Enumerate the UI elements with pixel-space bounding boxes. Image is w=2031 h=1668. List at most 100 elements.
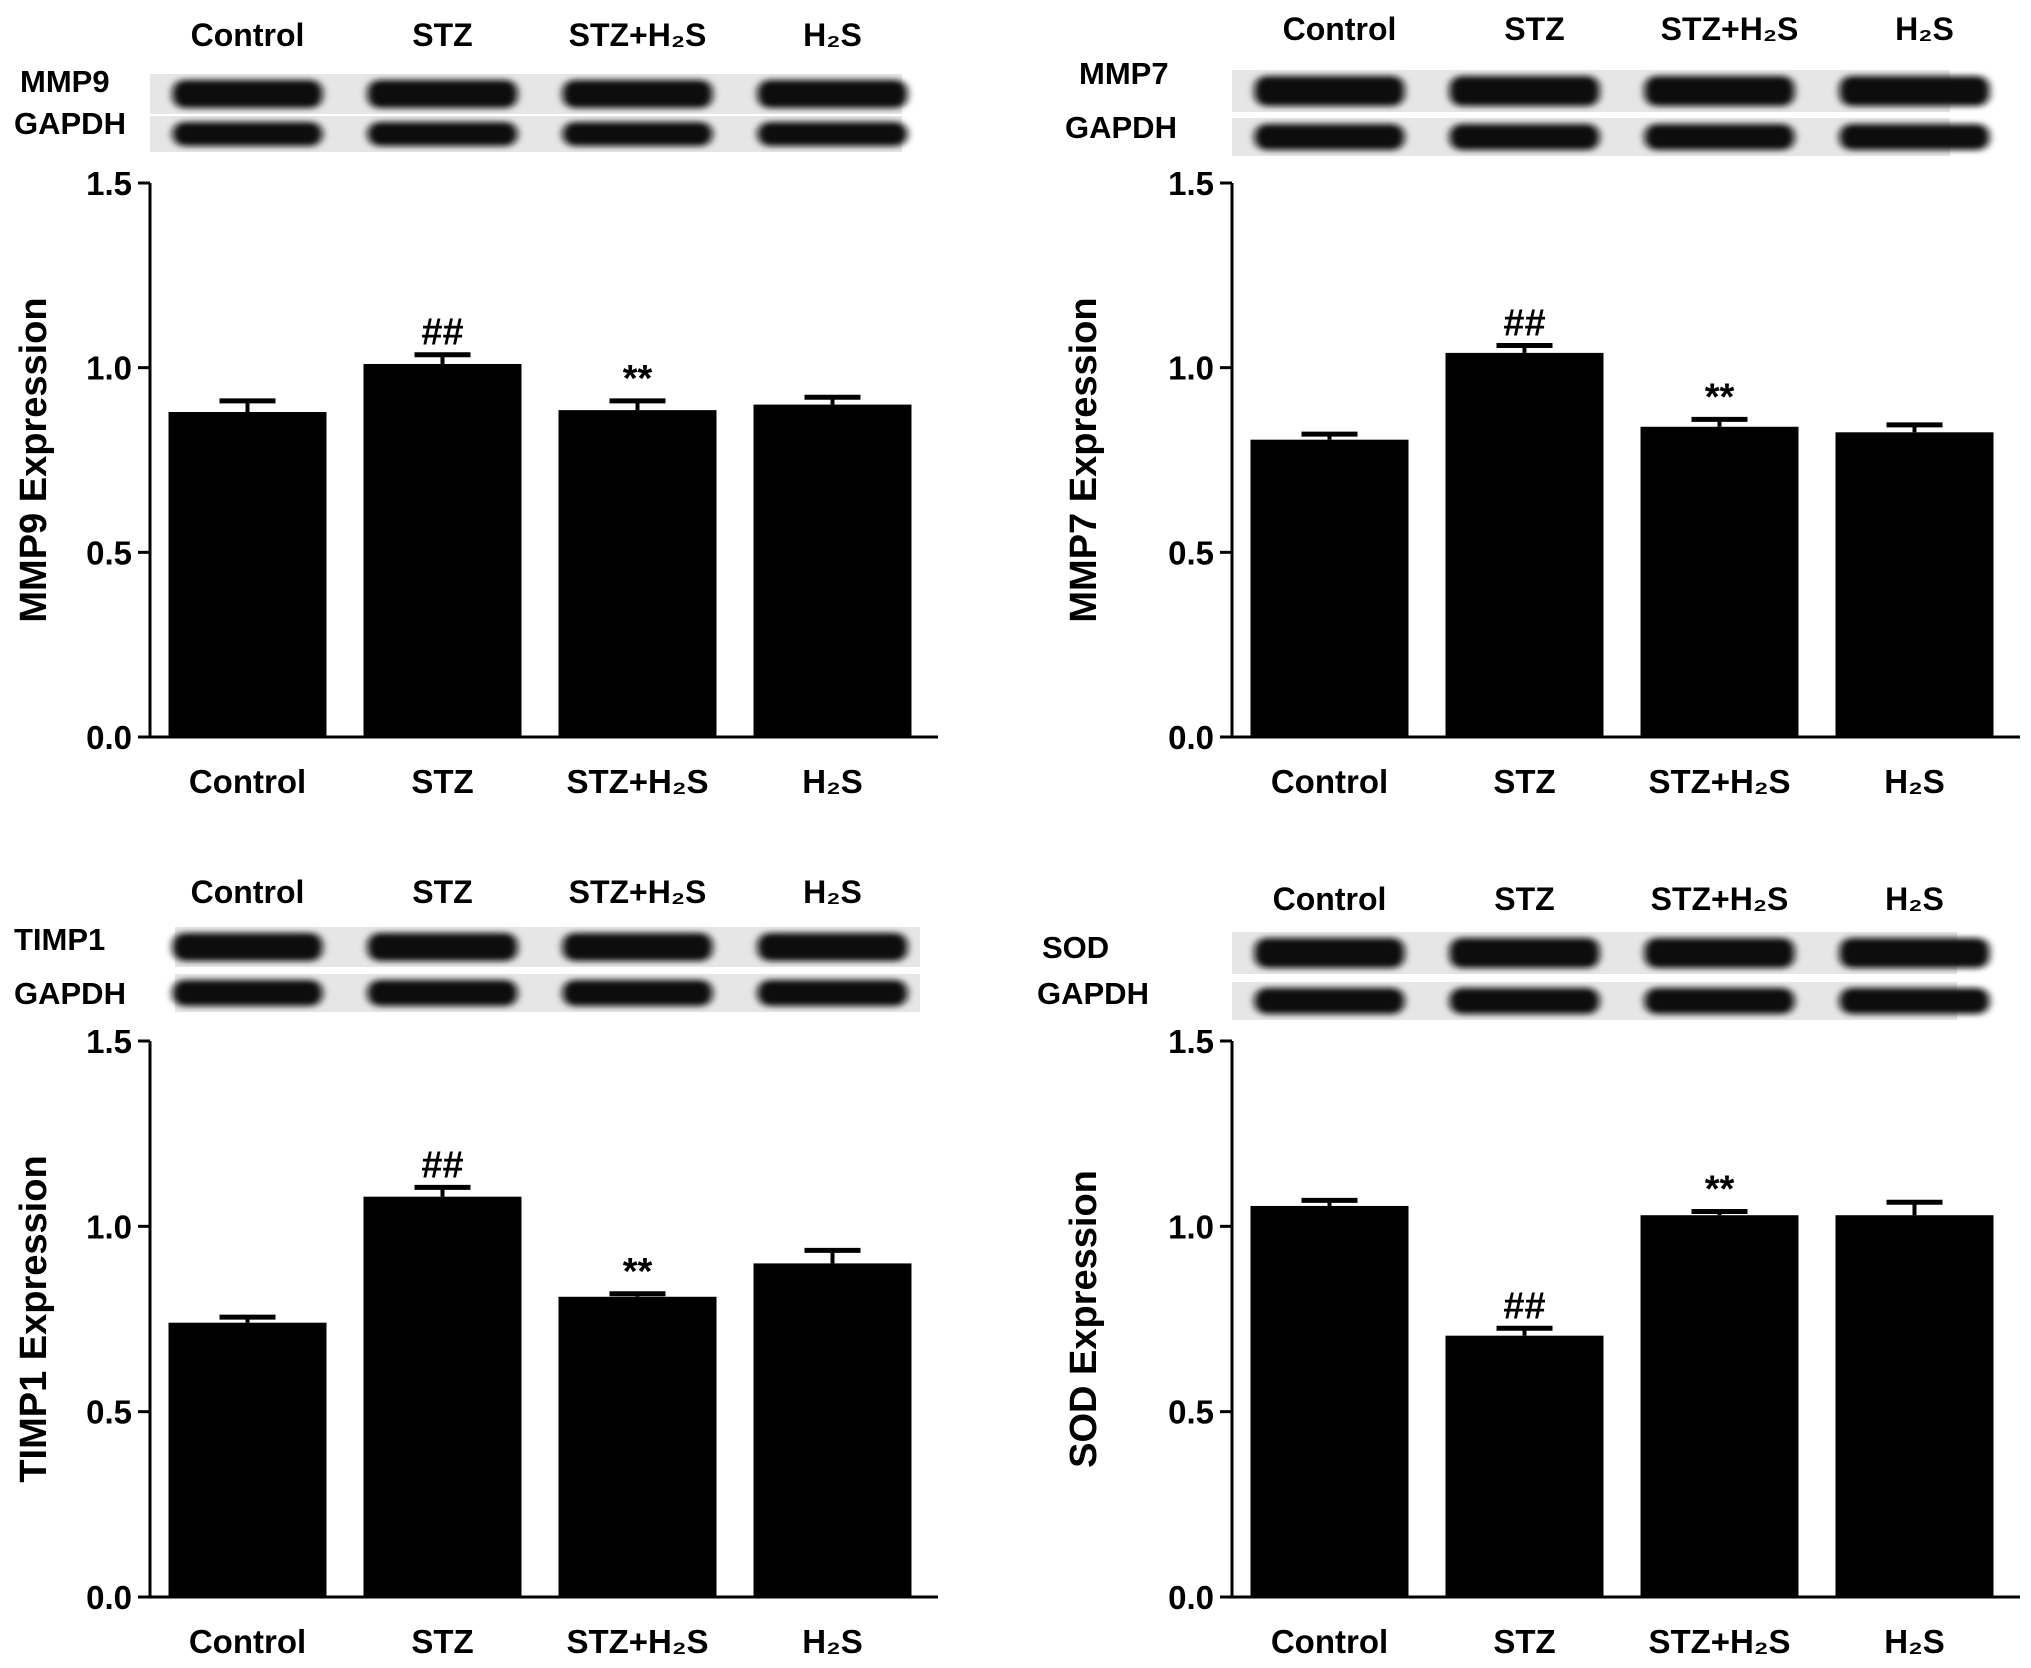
blot-lane-label: H₂S bbox=[803, 874, 862, 910]
x-tick-label: STZ bbox=[1493, 1623, 1555, 1660]
blot-band bbox=[172, 80, 323, 108]
y-tick-label: 0.5 bbox=[86, 534, 132, 571]
y-tick-label: 1.0 bbox=[1168, 1208, 1214, 1245]
blot-band bbox=[757, 80, 908, 108]
bar bbox=[1250, 1205, 1409, 1597]
chart-panel-3: TIMP1 GAPDH Control STZ STZ+H₂S H₂S 0.0 0.5 1.0 1… bbox=[13, 874, 938, 1660]
bar bbox=[1250, 439, 1409, 737]
bar bbox=[168, 1322, 327, 1597]
x-tick-label: Control bbox=[1271, 1623, 1388, 1660]
blot-band bbox=[1839, 124, 1990, 150]
blot-band bbox=[172, 933, 323, 961]
blot-band bbox=[1839, 988, 1990, 1014]
blot-band bbox=[757, 122, 908, 146]
y-tick-label: 1.5 bbox=[86, 165, 132, 202]
blot-row-label: GAPDH bbox=[14, 106, 126, 141]
bar bbox=[1445, 352, 1604, 737]
y-tick-label: 1.5 bbox=[86, 1023, 132, 1060]
blot-lane-label: H₂S bbox=[1895, 11, 1954, 47]
significance-marker: ## bbox=[421, 1144, 463, 1186]
blot-lane-label: STZ+H₂S bbox=[569, 874, 707, 910]
bar bbox=[363, 1196, 522, 1597]
blot-row-label: MMP7 bbox=[1079, 56, 1169, 91]
blot-band bbox=[1644, 76, 1795, 106]
bar bbox=[1640, 1215, 1799, 1597]
y-axis-title: TIMP1 Expression bbox=[13, 1155, 55, 1482]
blot-band bbox=[757, 933, 908, 961]
x-tick-label: STZ bbox=[411, 1623, 473, 1660]
blot-lane-label: H₂S bbox=[1885, 881, 1944, 917]
blot-band bbox=[562, 80, 713, 108]
bar bbox=[558, 410, 717, 737]
x-tick-label: H₂S bbox=[802, 763, 863, 800]
blot-band bbox=[1254, 938, 1405, 968]
y-tick-label: 0.5 bbox=[86, 1394, 132, 1431]
significance-marker: ** bbox=[1705, 1169, 1735, 1211]
blot-band bbox=[562, 122, 713, 146]
bar bbox=[363, 363, 522, 737]
blot-lane-label: STZ bbox=[412, 17, 472, 53]
blot-band bbox=[367, 80, 518, 108]
blot-lane-label: STZ bbox=[412, 874, 472, 910]
y-tick-label: 0.0 bbox=[86, 1579, 132, 1616]
blot-band bbox=[367, 980, 518, 1006]
blot-band bbox=[1449, 124, 1600, 150]
blot-band bbox=[172, 980, 323, 1006]
x-tick-label: STZ+H₂S bbox=[1648, 1623, 1790, 1660]
blot-lane-label: Control bbox=[191, 17, 305, 53]
blot-band bbox=[367, 933, 518, 961]
blot-band bbox=[172, 122, 323, 146]
x-tick-label: H₂S bbox=[802, 1623, 863, 1660]
blot-lane-label: Control bbox=[191, 874, 305, 910]
blot-band bbox=[1644, 938, 1795, 968]
blot-band bbox=[1644, 988, 1795, 1014]
chart-panel-1: MMP9 GAPDH Control STZ STZ+H₂S H₂S 0.0 0.5 1.0 1.… bbox=[13, 17, 938, 800]
significance-marker: ## bbox=[421, 312, 463, 354]
blot-band bbox=[1254, 124, 1405, 150]
blot-row-label: GAPDH bbox=[1037, 976, 1149, 1011]
significance-marker: ## bbox=[1503, 1285, 1545, 1327]
blot-band bbox=[1449, 938, 1600, 968]
blot-lane-label: STZ bbox=[1504, 11, 1564, 47]
y-tick-label: 0.5 bbox=[1168, 534, 1214, 571]
blot-row-label: TIMP1 bbox=[14, 922, 105, 957]
blot-band bbox=[1839, 938, 1990, 968]
y-tick-label: 0.5 bbox=[1168, 1394, 1214, 1431]
y-axis-title: MMP7 Expression bbox=[1063, 297, 1105, 622]
x-tick-label: Control bbox=[189, 763, 306, 800]
chart-panel-4: SOD GAPDH Control STZ STZ+H₂S H₂S 0.0 0.5 1.0 1.5… bbox=[1037, 881, 2020, 1660]
y-axis-title: SOD Expression bbox=[1063, 1170, 1105, 1468]
bar bbox=[753, 1263, 912, 1597]
western-blot: TIMP1 GAPDH Control STZ STZ+H₂S H₂S bbox=[14, 874, 920, 1012]
significance-marker: ** bbox=[623, 358, 653, 400]
blot-lane-label: STZ+H₂S bbox=[1651, 881, 1789, 917]
y-axis-title: MMP9 Expression bbox=[13, 297, 55, 622]
blot-row-label: MMP9 bbox=[20, 64, 110, 99]
blot-lane-label: STZ+H₂S bbox=[1661, 11, 1799, 47]
blot-band bbox=[1254, 988, 1405, 1014]
y-tick-label: 0.0 bbox=[1168, 719, 1214, 756]
bar bbox=[1640, 426, 1799, 737]
y-tick-label: 1.0 bbox=[86, 350, 132, 387]
bar bbox=[1835, 432, 1994, 737]
chart-panel-2: MMP7 GAPDH Control STZ STZ+H₂S H₂S 0.0 0.5 1.0 1.… bbox=[1063, 11, 2020, 800]
x-tick-label: STZ bbox=[1493, 763, 1555, 800]
blot-band bbox=[1839, 76, 1990, 106]
blot-lane-label: STZ bbox=[1494, 881, 1554, 917]
y-tick-label: 0.0 bbox=[86, 719, 132, 756]
x-tick-label: H₂S bbox=[1884, 1623, 1945, 1660]
blot-band bbox=[1644, 124, 1795, 150]
blot-row-label: GAPDH bbox=[1065, 110, 1177, 145]
significance-marker: ** bbox=[623, 1251, 653, 1293]
western-blot: MMP9 GAPDH Control STZ STZ+H₂S H₂S bbox=[14, 17, 908, 152]
x-tick-label: Control bbox=[189, 1623, 306, 1660]
blot-band bbox=[1449, 76, 1600, 106]
y-tick-label: 1.5 bbox=[1168, 1023, 1214, 1060]
blot-band bbox=[562, 980, 713, 1006]
x-tick-label: H₂S bbox=[1884, 763, 1945, 800]
blot-band bbox=[1254, 76, 1405, 106]
blot-band bbox=[1449, 988, 1600, 1014]
bar bbox=[753, 404, 912, 737]
blot-row-label: GAPDH bbox=[14, 976, 126, 1011]
